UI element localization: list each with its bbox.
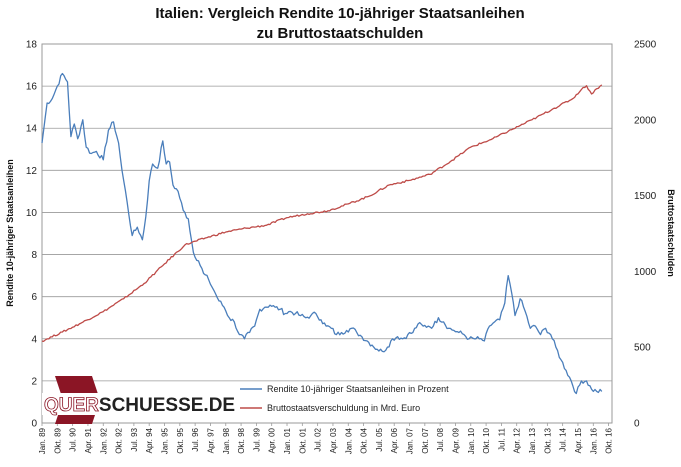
- x-tick-label: Apr. 06: [390, 427, 399, 453]
- x-tick-label: Okt. 10: [482, 427, 491, 453]
- x-tick-label: Jan. 01: [283, 427, 292, 454]
- y-axis-left-ticks: 0 2 4 6 8 10 12 14 16 18: [26, 40, 38, 430]
- x-tick-label: Jul. 93: [130, 427, 139, 451]
- y-left-tick-label: 10: [26, 208, 38, 219]
- x-tick-label: Okt. 01: [298, 427, 307, 453]
- series-group: [41, 72, 603, 395]
- logo-text-part1: QUER: [44, 395, 99, 416]
- plot-area-border: [41, 43, 613, 424]
- y-left-tick-label: 2: [31, 376, 37, 387]
- x-tick-label: Apr. 09: [451, 427, 460, 453]
- y-right-tick-label: 2000: [634, 115, 657, 126]
- x-tick-label: Jul. 96: [191, 427, 200, 451]
- x-tick-label: Apr. 12: [513, 427, 522, 453]
- x-tick-label: Apr. 03: [329, 427, 338, 453]
- y-axis-right-label: Bruttostaatschulden: [666, 189, 676, 277]
- logo-backdrop: [42, 393, 232, 415]
- y-right-tick-label: 1000: [634, 267, 657, 278]
- x-tick-label: Apr. 15: [574, 427, 583, 453]
- chart-title-line2: zu Bruttostaatschulden: [257, 25, 424, 42]
- x-tick-label: Okt. 04: [360, 427, 369, 453]
- y-axis-left-label: Rendite 10-jähriger Staatsanleihen: [5, 159, 15, 307]
- y-left-tick-label: 8: [31, 250, 37, 261]
- x-tick-label: Jul. 02: [314, 427, 323, 451]
- legend-label-debt: Bruttostaatsverschuldung in Mrd. Euro: [267, 403, 420, 413]
- logo-text: QUERSCHUESSE.DE: [44, 395, 235, 416]
- x-tick-label: Jan. 92: [99, 427, 108, 454]
- series-line-yield: [41, 72, 603, 395]
- x-tick-label: Jul. 14: [559, 427, 568, 451]
- x-tick-label: Okt. 13: [543, 427, 552, 453]
- chart-title-line1: Italien: Vergleich Rendite 10-jähriger S…: [155, 5, 524, 22]
- x-tick-label: Jul. 90: [69, 427, 78, 451]
- x-tick-label: Okt. 07: [421, 427, 430, 453]
- gridlines: [42, 85, 612, 382]
- x-tick-label: Apr. 94: [145, 427, 154, 453]
- y-left-tick-label: 16: [26, 82, 38, 93]
- y-left-tick-label: 6: [31, 292, 37, 303]
- legend: Rendite 10-jähriger Staatsanleihen in Pr…: [240, 384, 449, 413]
- y-left-tick-label: 14: [26, 124, 38, 135]
- x-tick-label: Apr. 00: [268, 427, 277, 453]
- x-tick-label: Apr. 91: [84, 427, 93, 453]
- x-tick-label: Apr. 97: [206, 427, 215, 453]
- x-tick-label: Jan. 89: [38, 427, 47, 454]
- x-tick-label: Okt. 95: [176, 427, 185, 453]
- x-tick-label: Okt. 92: [115, 427, 124, 453]
- x-tick-label: Jan. 04: [344, 427, 353, 454]
- x-axis-ticks: Jan. 89 Okt. 89 Jul. 90 Apr. 91 Jan. 92 Okt. …: [38, 423, 614, 454]
- x-tick-label: Okt. 98: [237, 427, 246, 453]
- x-tick-label: Jan. 07: [406, 427, 415, 454]
- y-left-tick-label: 4: [31, 334, 37, 345]
- x-tick-label: Jul. 08: [436, 427, 445, 451]
- x-tick-label: Jan. 98: [222, 427, 231, 454]
- x-tick-label: Jul. 11: [497, 427, 506, 451]
- x-tick-label: Jan. 95: [161, 427, 170, 454]
- y-left-tick-label: 18: [26, 40, 38, 51]
- y-right-tick-label: 0: [634, 419, 640, 430]
- y-right-tick-label: 1500: [634, 191, 657, 202]
- legend-label-yield: Rendite 10-jähriger Staatsanleihen in Pr…: [267, 384, 449, 394]
- x-tick-label: Jan. 16: [589, 427, 598, 454]
- x-tick-label: Jul. 99: [252, 427, 261, 451]
- x-tick-label: Jan. 10: [467, 427, 476, 454]
- y-left-tick-label: 0: [31, 419, 37, 430]
- logo-text-part2: SCHUESSE.DE: [99, 395, 235, 416]
- y-axis-right-ticks: 0 500 1000 1500 2000 2500: [634, 40, 657, 430]
- series-line-debt: [41, 84, 603, 342]
- y-left-tick-label: 12: [26, 166, 38, 177]
- x-tick-label: Okt. 16: [605, 427, 614, 453]
- x-tick-label: Jan. 13: [528, 427, 537, 454]
- x-tick-label: Okt. 89: [53, 427, 62, 453]
- y-right-tick-label: 2500: [634, 40, 657, 51]
- logo: QUERSCHUESSE.DE: [42, 376, 235, 424]
- y-right-tick-label: 500: [634, 343, 651, 354]
- x-tick-label: Jul. 05: [375, 427, 384, 451]
